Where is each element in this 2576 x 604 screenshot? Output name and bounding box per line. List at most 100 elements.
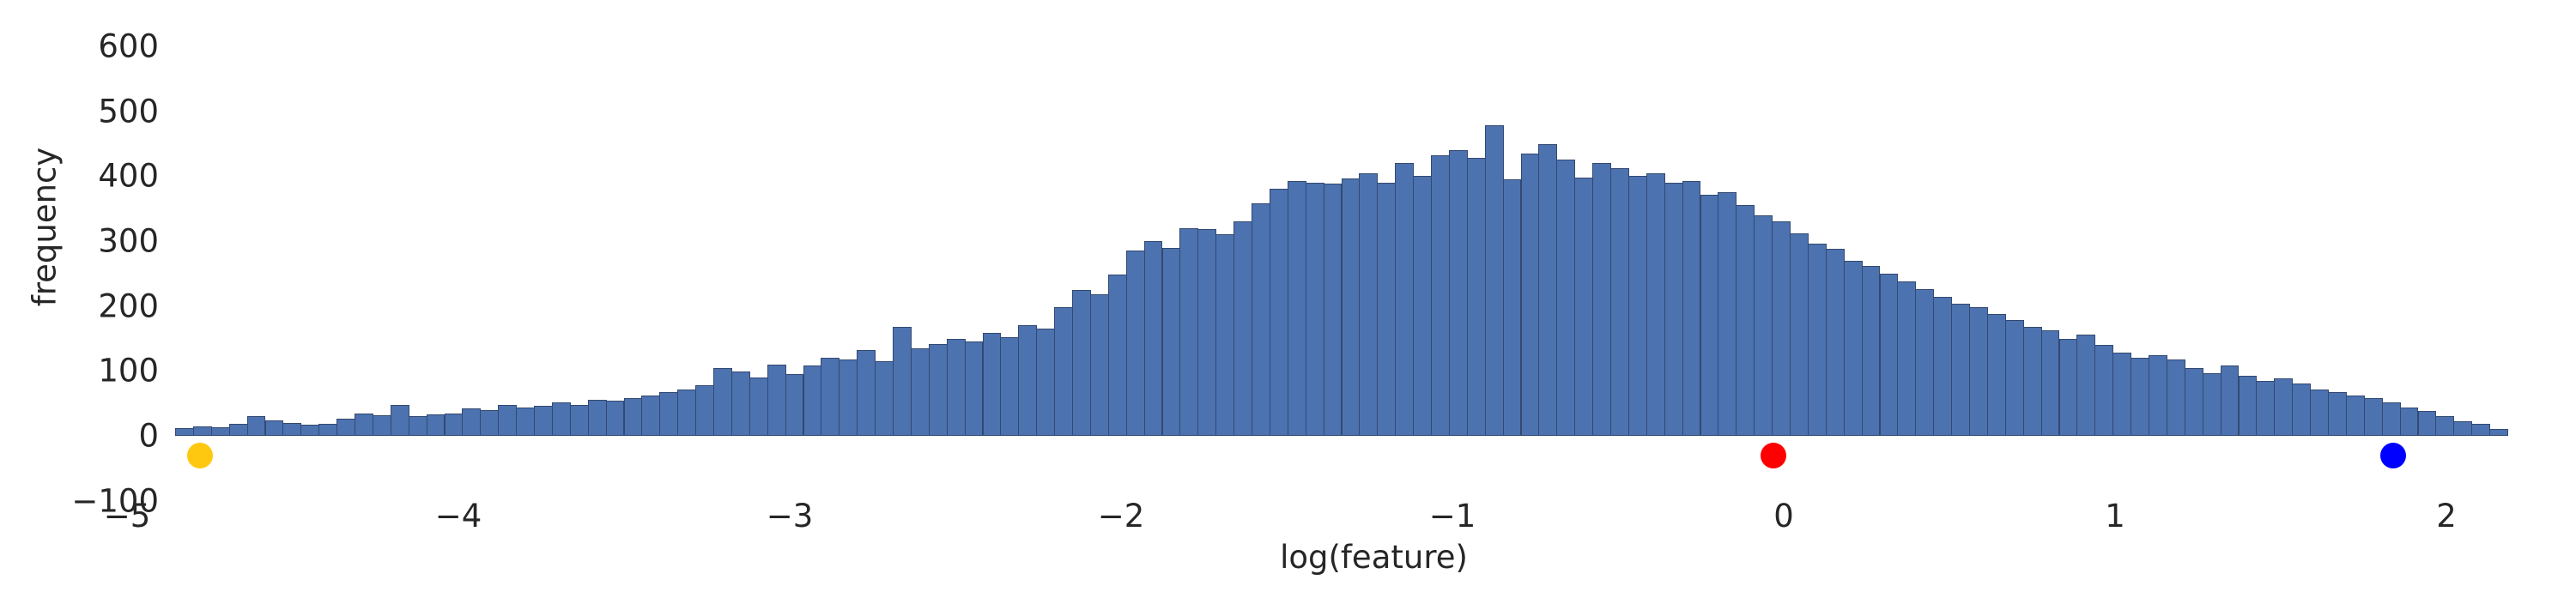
histogram-bar xyxy=(264,420,284,436)
x-tick-label: 2 xyxy=(2436,498,2457,535)
histogram-bar xyxy=(444,413,464,436)
y-tick-label: 100 xyxy=(98,352,159,390)
histogram-bar xyxy=(1718,192,1737,436)
histogram-bar xyxy=(480,409,500,436)
histogram-bar xyxy=(1323,184,1343,436)
x-tick-label: 0 xyxy=(1773,498,1794,535)
histogram-bar xyxy=(318,424,338,436)
histogram-bar xyxy=(2274,378,2294,436)
histogram-bar xyxy=(821,358,840,436)
histogram-bar xyxy=(1287,181,1306,436)
histogram-bar xyxy=(2345,396,2365,436)
histogram-bar xyxy=(1754,214,1773,436)
histogram-bar xyxy=(695,384,714,436)
histogram-bar xyxy=(1897,281,1917,436)
histogram-bar xyxy=(2131,358,2149,436)
histogram-bar xyxy=(1951,303,1970,436)
histogram-bar xyxy=(2022,326,2042,436)
histogram-bar xyxy=(2310,389,2329,436)
histogram-bar xyxy=(1143,241,1163,436)
histogram-bar xyxy=(1556,160,1576,436)
histogram-bar xyxy=(641,396,661,436)
histogram-bar xyxy=(300,425,320,436)
x-tick-label: −1 xyxy=(1428,498,1476,535)
histogram-bar xyxy=(2292,384,2312,436)
histogram-bar xyxy=(964,341,984,436)
histogram-bar xyxy=(2058,338,2078,436)
histogram-bar xyxy=(1072,289,1091,436)
histogram-bar xyxy=(1825,249,1845,436)
y-tick-label: 300 xyxy=(98,222,159,260)
histogram-bar xyxy=(1807,244,1827,436)
histogram-bar xyxy=(462,408,482,436)
y-tick-label: 500 xyxy=(98,93,159,130)
histogram-bar xyxy=(875,360,894,436)
histogram-bar xyxy=(1664,182,1683,436)
histogram-bar xyxy=(1843,260,1863,436)
histogram-bar xyxy=(2149,355,2167,436)
histogram-bar xyxy=(426,414,445,436)
red-marker[interactable] xyxy=(1761,442,1787,468)
x-tick-label: −4 xyxy=(434,498,482,535)
histogram-bar xyxy=(623,398,643,436)
histogram-bar xyxy=(982,333,1002,436)
histogram-bar xyxy=(1502,179,1522,436)
histogram-bar xyxy=(1682,181,1701,436)
histogram-bar xyxy=(2417,411,2437,436)
yellow-marker[interactable] xyxy=(186,442,213,468)
histogram-bar xyxy=(839,359,858,436)
histogram-bar xyxy=(1700,194,1719,436)
histogram-bar xyxy=(587,400,607,436)
x-tick-label: −5 xyxy=(103,498,151,535)
histogram-bar xyxy=(2184,368,2203,436)
histogram-bar xyxy=(1879,273,1899,436)
histogram-bar xyxy=(1359,172,1379,436)
histogram-bar xyxy=(1125,251,1145,436)
histogram-bar xyxy=(659,391,679,436)
histogram-bar xyxy=(228,424,248,436)
histogram-bar xyxy=(1627,176,1647,436)
histogram-bar xyxy=(1269,189,1288,436)
histogram-bar xyxy=(1107,275,1127,436)
histogram-bar xyxy=(1574,177,1594,436)
histogram-bar xyxy=(175,427,194,436)
blue-marker[interactable] xyxy=(2380,442,2407,468)
histogram-bar xyxy=(282,422,302,436)
histogram-bar xyxy=(390,404,409,436)
histogram-bar xyxy=(1969,307,1988,436)
histogram-bar xyxy=(1592,163,1611,436)
histogram-bar xyxy=(893,326,912,436)
histogram-bar xyxy=(713,368,732,436)
histogram-bar xyxy=(785,374,804,436)
y-tick-label: 600 xyxy=(98,27,159,65)
histogram-bar xyxy=(1000,336,1020,436)
histogram-bar xyxy=(1054,307,1073,436)
histogram-bar xyxy=(336,418,355,436)
histogram-bar xyxy=(1161,247,1181,436)
histogram-bar xyxy=(372,414,391,436)
histogram-bar xyxy=(1790,233,1809,436)
histogram-bar xyxy=(2489,429,2508,436)
histogram-bar xyxy=(1413,176,1432,436)
x-tick-label: −2 xyxy=(1097,498,1145,535)
histogram-bar xyxy=(1538,143,1558,436)
histogram-bar xyxy=(767,364,786,436)
histogram-bar xyxy=(1431,155,1450,436)
histogram-bar xyxy=(2381,402,2401,436)
histogram-bar xyxy=(2471,424,2491,436)
histogram-bar xyxy=(2328,391,2347,436)
y-axis-tick-labels: −100 0 100 200 300 400 500 600 xyxy=(0,0,159,604)
histogram-bar xyxy=(192,426,212,436)
histogram-bar xyxy=(803,365,822,436)
histogram-bar xyxy=(1484,125,1504,436)
histogram-bar xyxy=(1377,182,1397,436)
histogram-bar xyxy=(1466,158,1486,436)
y-tick-label: 200 xyxy=(98,287,159,325)
histogram-bar xyxy=(1448,150,1468,436)
histogram-bar xyxy=(569,404,589,436)
histogram-bar xyxy=(2004,320,2024,436)
histogram-bar xyxy=(1772,221,1791,436)
histogram-bar xyxy=(551,402,571,436)
histogram-bar xyxy=(677,389,697,436)
